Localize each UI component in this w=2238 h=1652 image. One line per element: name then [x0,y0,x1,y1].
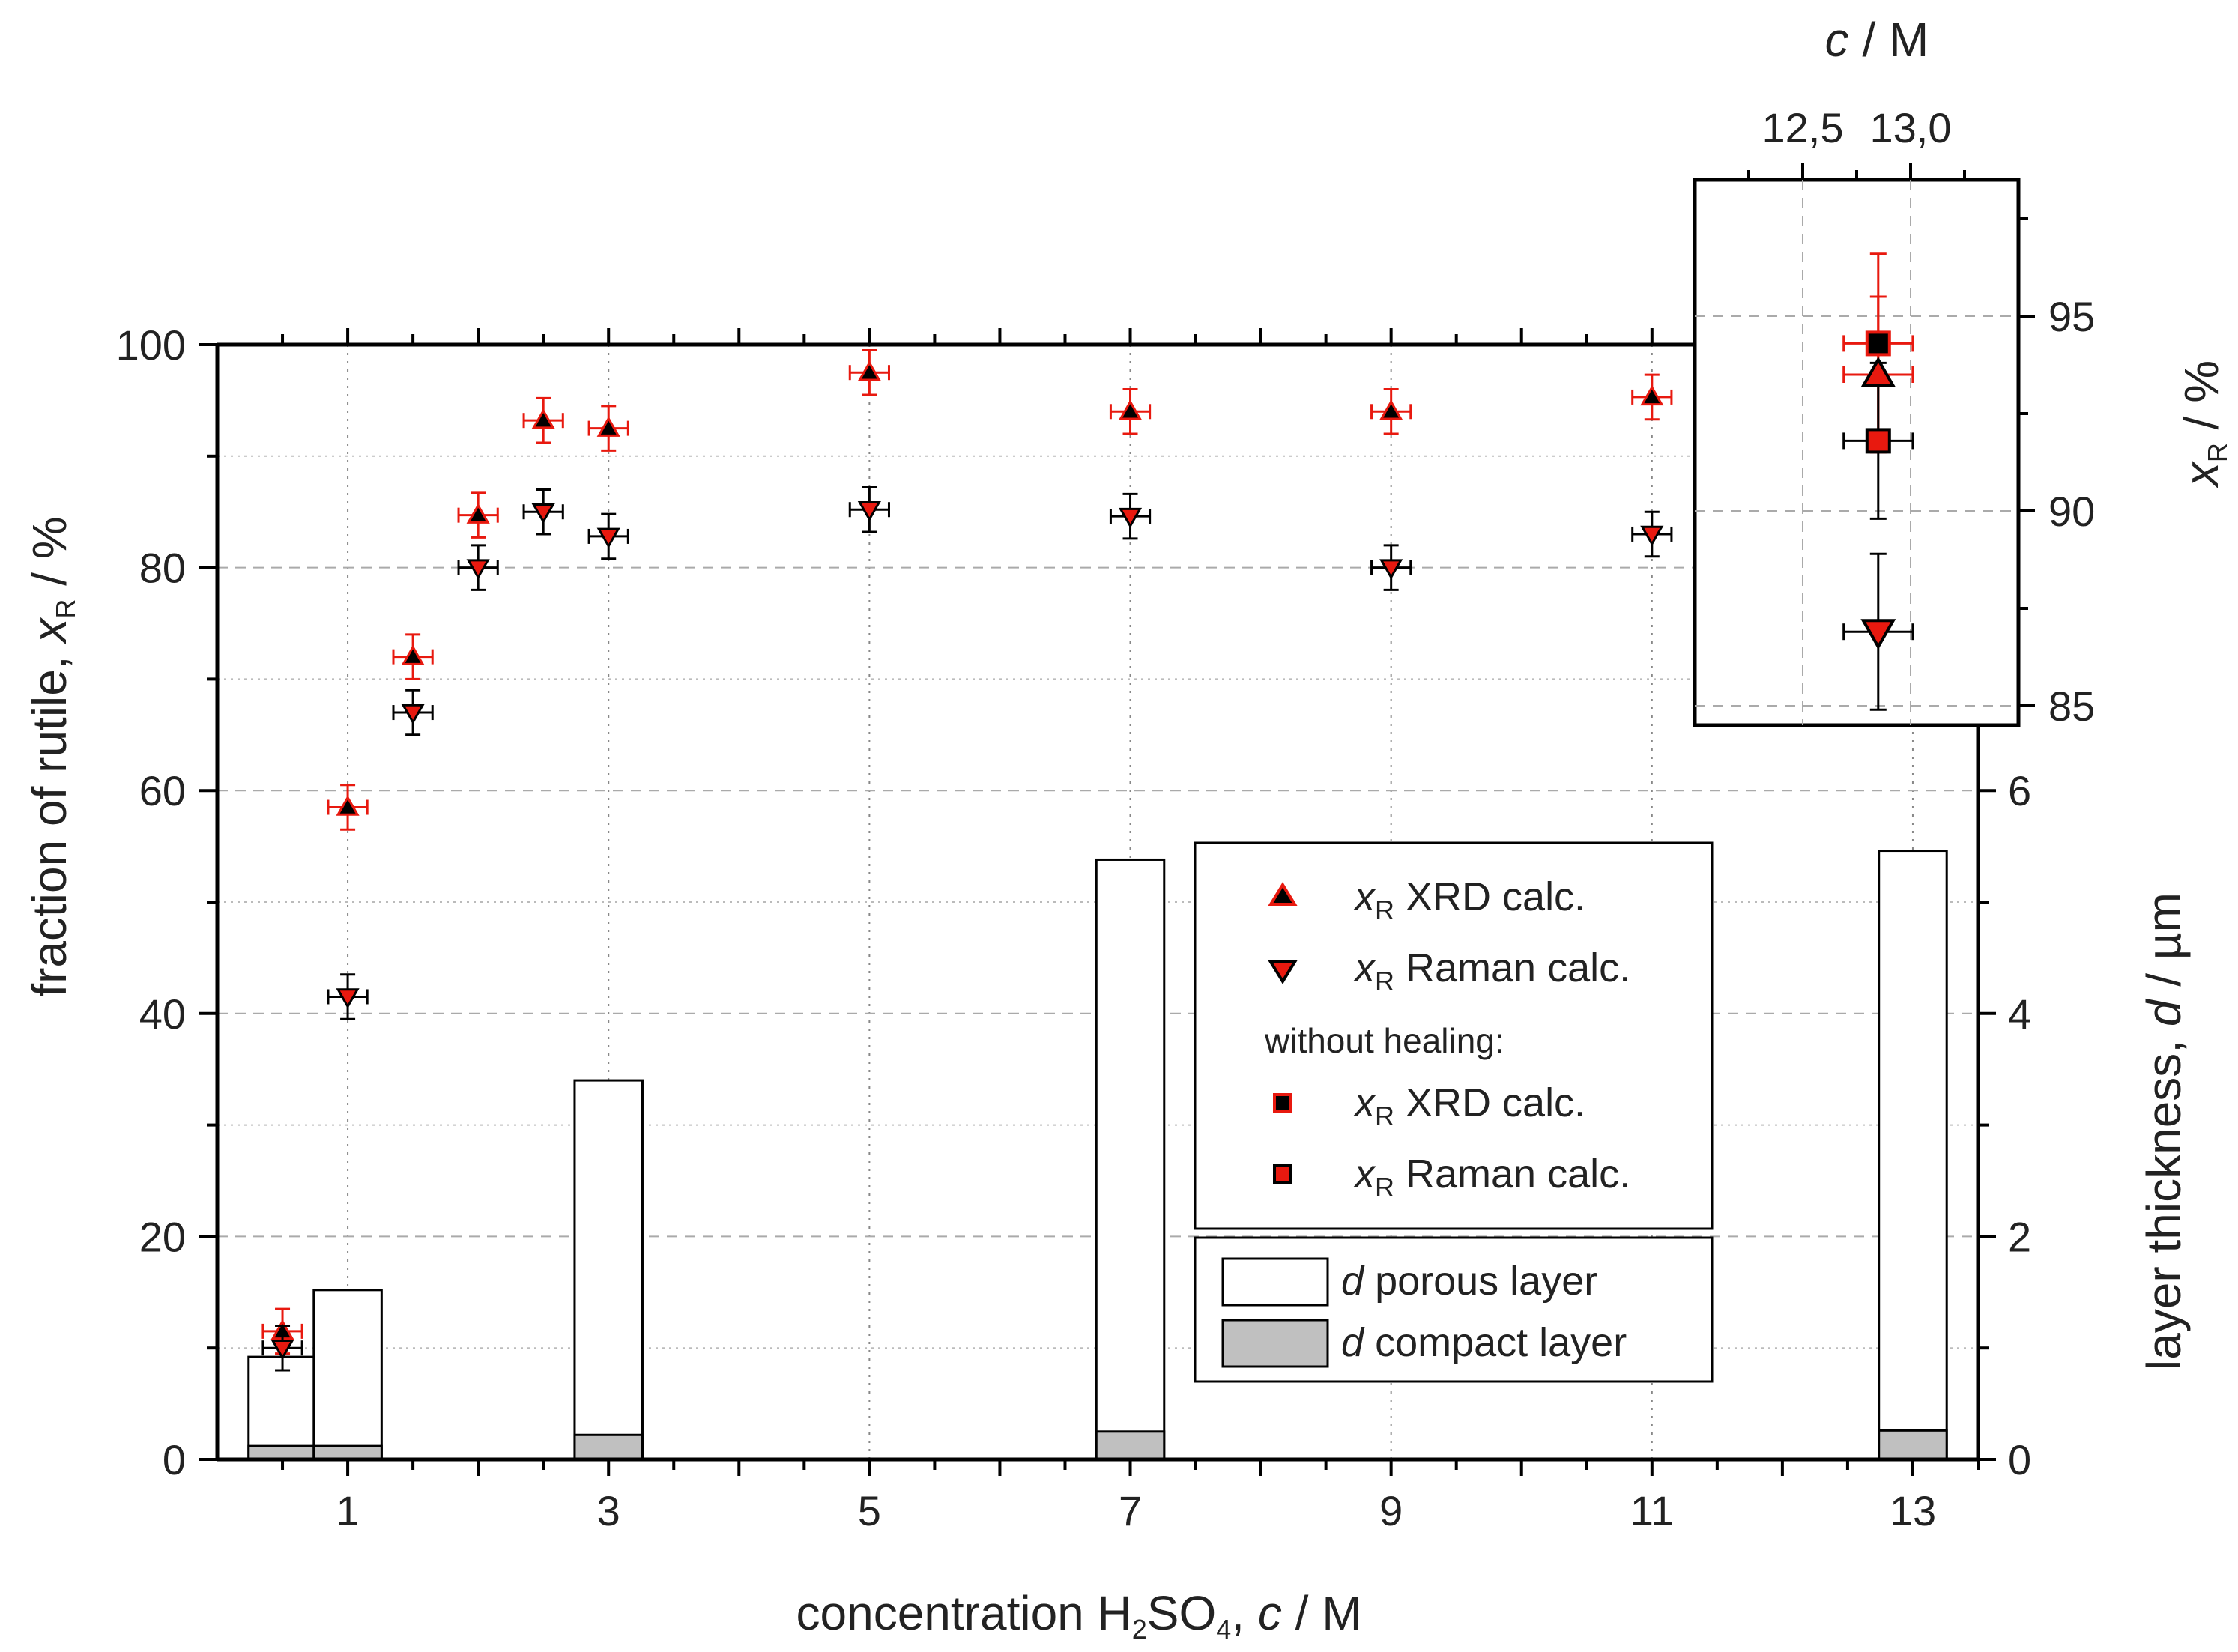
marker-raman [596,527,620,548]
marker-xrd [596,416,620,437]
inset-marker [1860,356,1896,387]
grid-lines [217,345,1978,1459]
y2-tick-label: 0 [2008,1436,2031,1483]
bar-compact [1878,1429,1948,1461]
marker-raman [270,1339,294,1361]
inset-marker [1865,330,1891,357]
inset-grid [1695,180,2018,725]
marker-xrd [531,408,555,429]
legend-label-xrd-nh: xR XRD calc. [1352,1080,1585,1131]
marker-xrd [1640,384,1664,406]
x-tick-label: 11 [1630,1487,1674,1534]
marker-raman [1118,507,1143,529]
inset-y-axis-title: xR / % [2174,360,2233,488]
marker-xrd [466,503,490,524]
x-tick-label: 9 [1379,1487,1403,1534]
inset-x-tick-label: 12,5 [1762,104,1844,151]
inset-x-axis-title: c / M [1825,13,1929,67]
marker-xrd [1118,399,1143,420]
y-tick-label: 100 [116,321,186,369]
y-tick-label: 80 [139,545,186,592]
y-tick-label: 60 [139,767,186,814]
errorbar-raman [392,689,434,736]
x-tick-label: 13 [1890,1487,1936,1534]
inset-plot: 12,5 13,0 85 90 95 c / M xR / % [1693,13,2233,730]
x-tick-label: 3 [597,1487,620,1534]
marker-raman [401,704,425,725]
y2-tick-label: 6 [2008,767,2031,814]
data-markers [261,348,1673,1372]
marker-xrd [857,360,881,381]
inset-y-tick-label: 95 [2048,293,2095,340]
marker-raman [857,500,881,522]
y-tick-label: 0 [163,1436,186,1483]
marker-raman [336,988,360,1009]
inset-ticks: 12,5 13,0 85 90 95 [1747,104,2095,730]
inset-frame [1693,178,2021,727]
errorbar-xrd [587,405,629,452]
legend-label-xrd: xR XRD calc. [1352,874,1585,925]
marker-raman [1379,559,1403,580]
y-axis-title: fraction of rutile, xR / % [22,516,81,996]
bar-compact [247,1444,318,1461]
bar-porous [312,1289,383,1461]
x-tick-label: 5 [858,1487,881,1534]
x-tick-label: 7 [1119,1487,1142,1534]
inset-y-tick-label: 90 [2048,488,2095,535]
x-axis-title: concentration H2SO4, c / M [796,1586,1362,1645]
marker-xrd [1379,399,1403,420]
x-tick-label: 1 [336,1487,359,1534]
legend-marker-xrd-nh [1273,1093,1292,1113]
y-tick-label: 40 [139,990,186,1038]
bar-porous [1878,850,1948,1461]
legend-swatch-compact [1221,1319,1329,1368]
marker-xrd [336,795,360,816]
bar-porous [247,1355,318,1461]
inset-marker [1865,428,1891,454]
legend-markers: xR XRD calc. xR Raman calc. without heal… [1194,841,1714,1230]
marker-raman [466,559,490,580]
inset-marker [1860,619,1896,650]
legend-label-raman: xR Raman calc. [1352,945,1630,996]
thickness-bars [247,850,1948,1461]
inset-y-tick-label: 85 [2048,683,2095,730]
legend-marker-xrd [1268,882,1298,906]
bar-porous [573,1079,644,1461]
legend-swatch-porous [1221,1257,1329,1307]
legend-label-compact: d compact layer [1341,1320,1627,1365]
bar-compact [312,1444,383,1461]
legend-label-porous: d porous layer [1341,1259,1597,1304]
bar-porous [1095,858,1166,1461]
marker-xrd [401,644,425,665]
inset-x-tick-label: 13,0 [1870,104,1952,151]
legend-label-raman-nh: xR Raman calc. [1352,1152,1630,1202]
bar-compact [573,1433,644,1461]
y-tick-label: 20 [139,1213,186,1260]
legend-bars: d porous layer d compact layer [1194,1236,1714,1383]
inset-points [1842,252,1914,711]
legend-heading: without healing: [1264,1021,1504,1060]
legend-marker-raman-nh [1273,1164,1292,1184]
marker-raman [1640,525,1664,546]
legend-marker-raman [1268,960,1298,984]
y2-axis-title: layer thickness, d / µm [2137,892,2191,1370]
y2-tick-label: 2 [2008,1213,2031,1260]
bar-compact [1095,1430,1166,1461]
marker-raman [531,503,555,524]
y2-tick-label: 4 [2008,990,2031,1038]
